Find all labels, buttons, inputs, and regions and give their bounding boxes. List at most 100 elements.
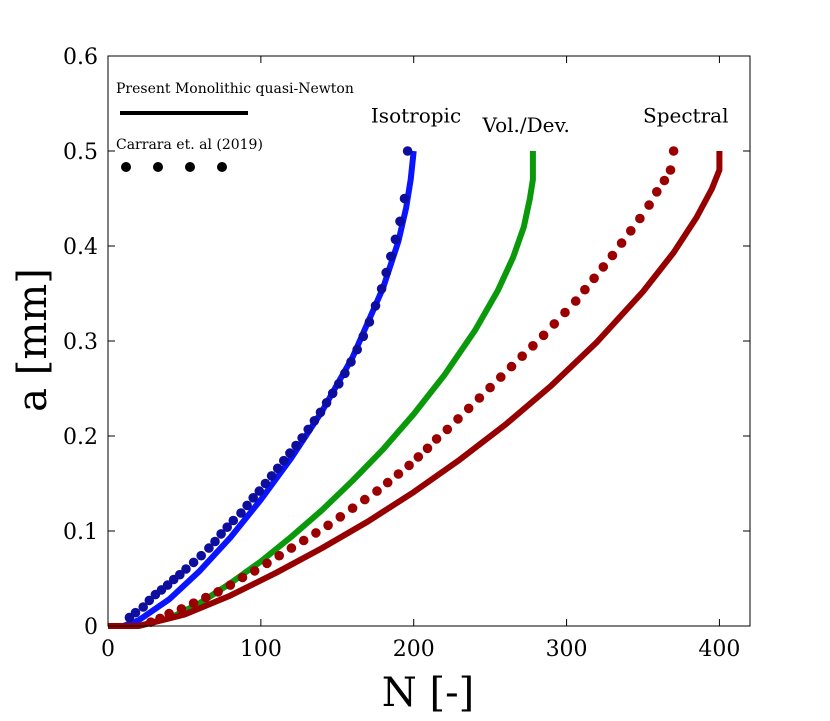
data-point-isotropic-carrara-et-al-2019: [297, 433, 307, 443]
data-point-spectral-carrara-et-al-2019: [517, 351, 527, 362]
data-point-isotropic-carrara-et-al-2019: [196, 550, 206, 561]
legend-dot-swatch-2: [153, 162, 163, 172]
data-point-isotropic-carrara-et-al-2019: [340, 368, 350, 379]
data-point-isotropic-carrara-et-al-2019: [291, 440, 301, 451]
legend: Present Monolithic quasi-Newton Carrara …: [116, 81, 354, 172]
data-point-spectral-carrara-et-al-2019: [413, 452, 424, 462]
series-line-spectral-present-monolithic-quasi-newton: [108, 151, 723, 629]
data-point-spectral-carrara-et-al-2019: [311, 528, 321, 538]
data-point-spectral-carrara-et-al-2019: [463, 403, 474, 414]
data-point-spectral-carrara-et-al-2019: [404, 460, 414, 471]
x-tick-label: 200: [393, 637, 435, 662]
data-point-isotropic-carrara-et-al-2019: [204, 543, 214, 553]
data-point-isotropic-carrara-et-al-2019: [228, 515, 239, 526]
data-point-isotropic-carrara-et-al-2019: [386, 251, 396, 262]
data-point-spectral-carrara-et-al-2019: [201, 592, 211, 603]
data-point-spectral-carrara-et-al-2019: [393, 469, 404, 479]
data-point-spectral-carrara-et-al-2019: [589, 273, 599, 284]
data-point-spectral-carrara-et-al-2019: [274, 550, 285, 561]
series-line-vol-dev-present-monolithic-quasi-newton: [108, 151, 536, 629]
data-point-isotropic-carrara-et-al-2019: [315, 407, 326, 418]
data-point-isotropic-carrara-et-al-2019: [346, 357, 356, 367]
data-point-isotropic-carrara-et-al-2019: [327, 388, 338, 399]
data-point-spectral-carrara-et-al-2019: [146, 617, 156, 627]
data-point-spectral-carrara-et-al-2019: [237, 572, 248, 583]
data-point-spectral-carrara-et-al-2019: [382, 477, 393, 488]
data-point-spectral-carrara-et-al-2019: [485, 382, 495, 393]
data-point-isotropic-carrara-et-al-2019: [162, 580, 173, 590]
data-point-isotropic-carrara-et-al-2019: [210, 536, 220, 547]
y-tick-label: 0.3: [63, 330, 98, 355]
data-point-spectral-carrara-et-al-2019: [422, 443, 433, 454]
data-point-isotropic-carrara-et-al-2019: [236, 508, 246, 518]
legend-label-present: Present Monolithic quasi-Newton: [116, 81, 354, 97]
legend-dot-swatch-4: [217, 162, 227, 172]
data-point-isotropic-carrara-et-al-2019: [216, 529, 226, 539]
data-point-spectral-carrara-et-al-2019: [213, 587, 223, 597]
y-tick-label: 0.5: [63, 140, 98, 165]
x-tick-label: 300: [546, 637, 588, 662]
annotation-isotropic: Isotropic: [371, 104, 461, 128]
y-tick-label: 0.4: [63, 235, 98, 260]
data-point-isotropic-carrara-et-al-2019: [285, 448, 295, 458]
annotation-vol-dev: Vol./Dev.: [482, 113, 570, 137]
data-point-spectral-carrara-et-al-2019: [496, 372, 506, 382]
data-point-isotropic-carrara-et-al-2019: [248, 493, 258, 503]
data-point-isotropic-carrara-et-al-2019: [188, 557, 199, 568]
data-point-isotropic-carrara-et-al-2019: [181, 564, 191, 574]
data-point-spectral-carrara-et-al-2019: [616, 238, 627, 248]
data-point-spectral-carrara-et-al-2019: [176, 604, 187, 614]
data-point-isotropic-carrara-et-al-2019: [175, 569, 185, 580]
x-tick-label: 0: [101, 637, 115, 662]
data-point-spectral-carrara-et-al-2019: [549, 319, 560, 329]
data-point-spectral-carrara-et-al-2019: [323, 520, 333, 531]
data-point-isotropic-carrara-et-al-2019: [138, 602, 148, 612]
data-point-spectral-carrara-et-al-2019: [538, 330, 549, 341]
data-point-isotropic-carrara-et-al-2019: [130, 607, 141, 618]
legend-dot-swatch-3: [185, 162, 195, 172]
data-point-spectral-carrara-et-al-2019: [607, 250, 618, 261]
data-point-spectral-carrara-et-al-2019: [164, 608, 174, 619]
data-point-spectral-carrara-et-al-2019: [659, 175, 670, 186]
x-tick-label: 100: [240, 637, 282, 662]
data-point-spectral-carrara-et-al-2019: [249, 566, 260, 576]
data-point-spectral-carrara-et-al-2019: [528, 341, 538, 351]
data-point-spectral-carrara-et-al-2019: [347, 503, 358, 513]
data-point-spectral-carrara-et-al-2019: [431, 434, 442, 444]
data-point-spectral-carrara-et-al-2019: [644, 200, 654, 210]
x-tick-label: 400: [698, 637, 740, 662]
data-point-isotropic-carrara-et-al-2019: [352, 344, 363, 355]
curve-annotations: Isotropic Vol./Dev. Spectral: [371, 104, 729, 138]
data-point-isotropic-carrara-et-al-2019: [376, 284, 387, 294]
data-point-isotropic-carrara-et-al-2019: [395, 216, 405, 227]
data-point-spectral-carrara-et-al-2019: [668, 146, 679, 156]
data-point-spectral-carrara-et-al-2019: [580, 284, 590, 295]
data-point-isotropic-carrara-et-al-2019: [222, 522, 232, 532]
legend-label-carrara: Carrara et. al (2019): [116, 137, 263, 153]
data-point-isotropic-carrara-et-al-2019: [370, 301, 381, 311]
data-point-spectral-carrara-et-al-2019: [506, 361, 517, 372]
data-point-isotropic-carrara-et-al-2019: [399, 193, 410, 204]
data-point-spectral-carrara-et-al-2019: [225, 580, 236, 590]
data-point-isotropic-carrara-et-al-2019: [309, 416, 320, 426]
data-point-spectral-carrara-et-al-2019: [188, 598, 199, 608]
data-point-isotropic-carrara-et-al-2019: [381, 267, 392, 278]
plot-area: [108, 146, 723, 629]
data-point-spectral-carrara-et-al-2019: [560, 307, 570, 318]
data-point-isotropic-carrara-et-al-2019: [334, 379, 344, 389]
data-point-spectral-carrara-et-al-2019: [665, 165, 676, 175]
y-axis-label: a [mm]: [10, 268, 56, 412]
data-point-isotropic-carrara-et-al-2019: [279, 455, 289, 466]
data-point-isotropic-carrara-et-al-2019: [272, 463, 283, 474]
data-point-isotropic-carrara-et-al-2019: [260, 478, 271, 489]
data-point-isotropic-carrara-et-al-2019: [390, 234, 401, 245]
data-point-spectral-carrara-et-al-2019: [453, 414, 463, 424]
legend-dot-swatch-1: [121, 162, 131, 172]
data-point-isotropic-carrara-et-al-2019: [402, 146, 413, 156]
data-point-spectral-carrara-et-al-2019: [474, 393, 485, 403]
data-point-spectral-carrara-et-al-2019: [635, 213, 645, 224]
y-tick-label: 0.2: [63, 425, 98, 450]
data-point-spectral-carrara-et-al-2019: [298, 535, 309, 546]
